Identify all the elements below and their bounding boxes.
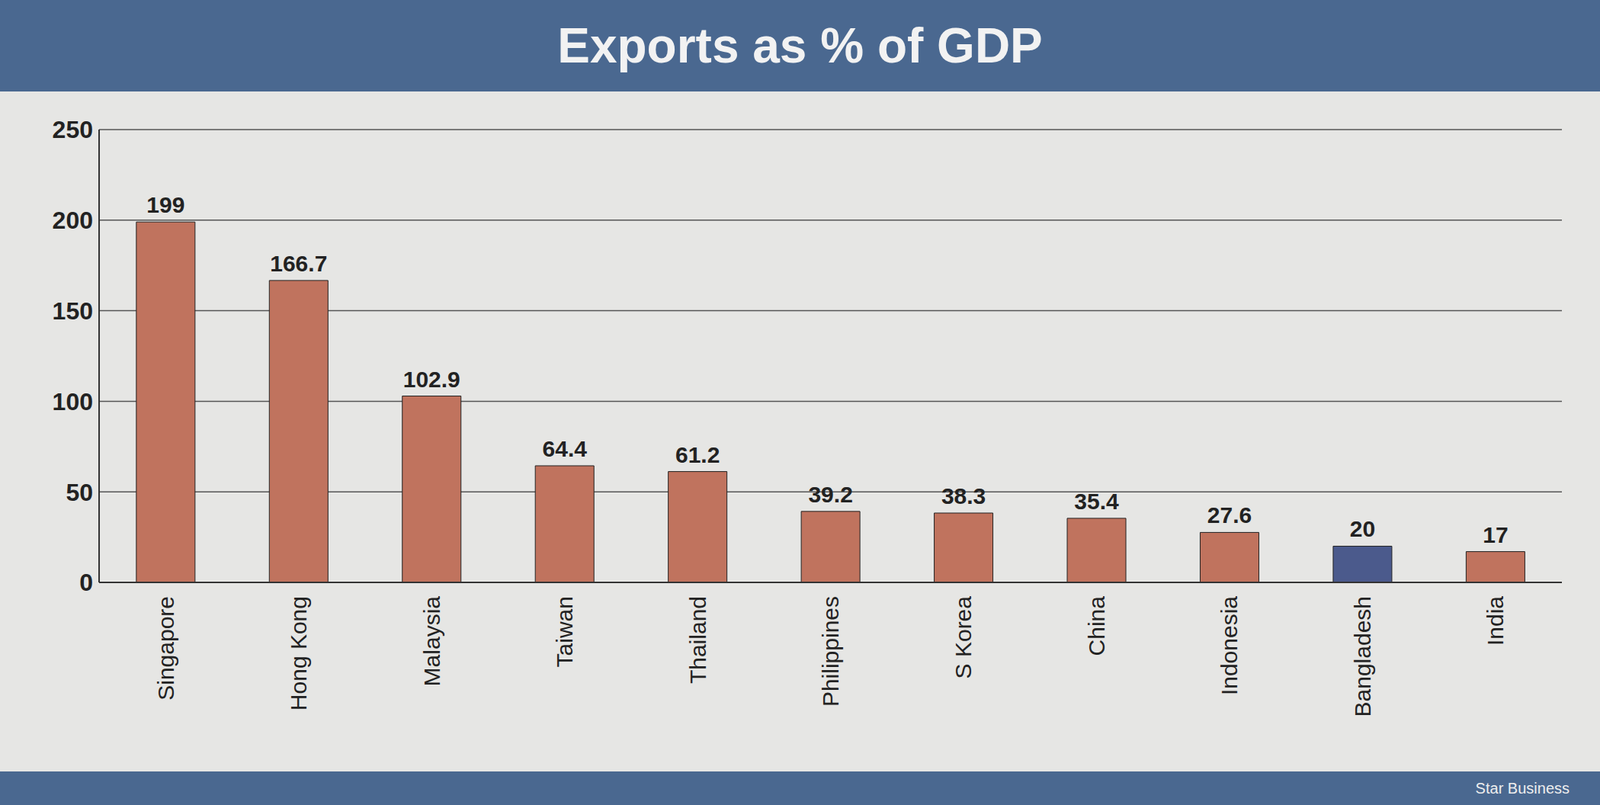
svg-text:S Korea: S Korea [950,596,976,680]
svg-text:Hong Kong: Hong Kong [285,596,312,711]
html-text:Star Business: Star Business [1475,779,1570,797]
svg-text:Philippines: Philippines [817,596,844,707]
svg-text:150: 150 [52,297,93,325]
svg-text:27.6: 27.6 [1207,502,1252,528]
svg-text:Singapore: Singapore [153,596,179,701]
svg-text:250: 250 [52,115,93,144]
svg-text:Taiwan: Taiwan [551,596,578,667]
svg-text:38.3: 38.3 [941,483,986,509]
svg-text:0: 0 [79,568,93,597]
svg-text:Malaysia: Malaysia [419,596,445,687]
svg-text:20: 20 [1349,516,1376,542]
svg-text:Indonesia: Indonesia [1216,596,1242,696]
svg-text:35.4: 35.4 [1074,488,1120,514]
svg-text:100: 100 [52,387,93,416]
svg-text:50: 50 [65,478,93,507]
svg-text:17: 17 [1482,522,1508,548]
svg-text:China: China [1083,596,1110,657]
svg-text:Thailand: Thailand [685,596,711,684]
svg-text:102.9: 102.9 [403,366,461,392]
html-text:Exports as % of GDP: Exports as % of GDP [557,18,1043,74]
svg-text:199: 199 [146,192,185,218]
svg-text:200: 200 [52,206,93,235]
svg-text:India: India [1482,596,1508,646]
svg-text:39.2: 39.2 [808,481,853,507]
svg-text:61.2: 61.2 [675,442,720,468]
svg-text:166.7: 166.7 [269,250,328,276]
svg-text:64.4: 64.4 [542,436,588,462]
svg-text:Bangladesh: Bangladesh [1349,596,1376,717]
